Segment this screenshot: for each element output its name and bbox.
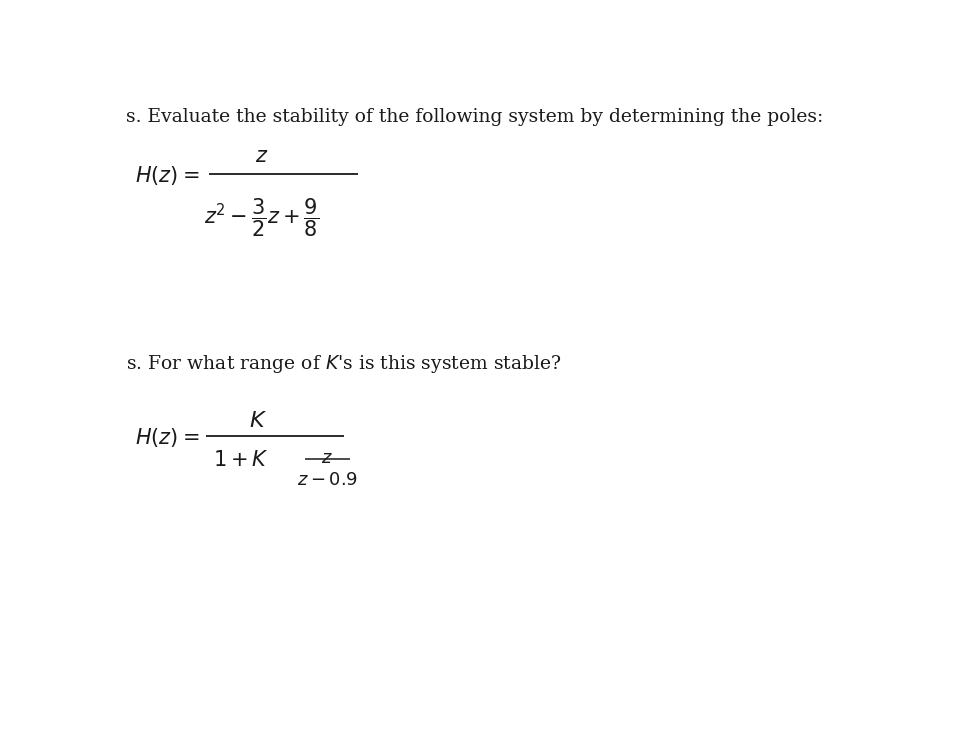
Text: $z$: $z$: [321, 449, 333, 467]
Text: $z - 0.9$: $z - 0.9$: [297, 471, 357, 489]
Text: $K$: $K$: [249, 410, 267, 432]
Text: s. Evaluate the stability of the following system by determining the poles:: s. Evaluate the stability of the followi…: [126, 108, 824, 126]
Text: $z$: $z$: [255, 147, 268, 166]
Text: $1 + K$: $1 + K$: [213, 450, 269, 471]
Text: $z^2 - \dfrac{3}{2}z + \dfrac{9}{8}$: $z^2 - \dfrac{3}{2}z + \dfrac{9}{8}$: [204, 196, 319, 239]
Text: s. For what range of $K$'s is this system stable?: s. For what range of $K$'s is this syste…: [126, 353, 561, 375]
Text: $H(z) =$: $H(z) =$: [135, 164, 199, 187]
Text: $H(z) =$: $H(z) =$: [135, 427, 199, 449]
